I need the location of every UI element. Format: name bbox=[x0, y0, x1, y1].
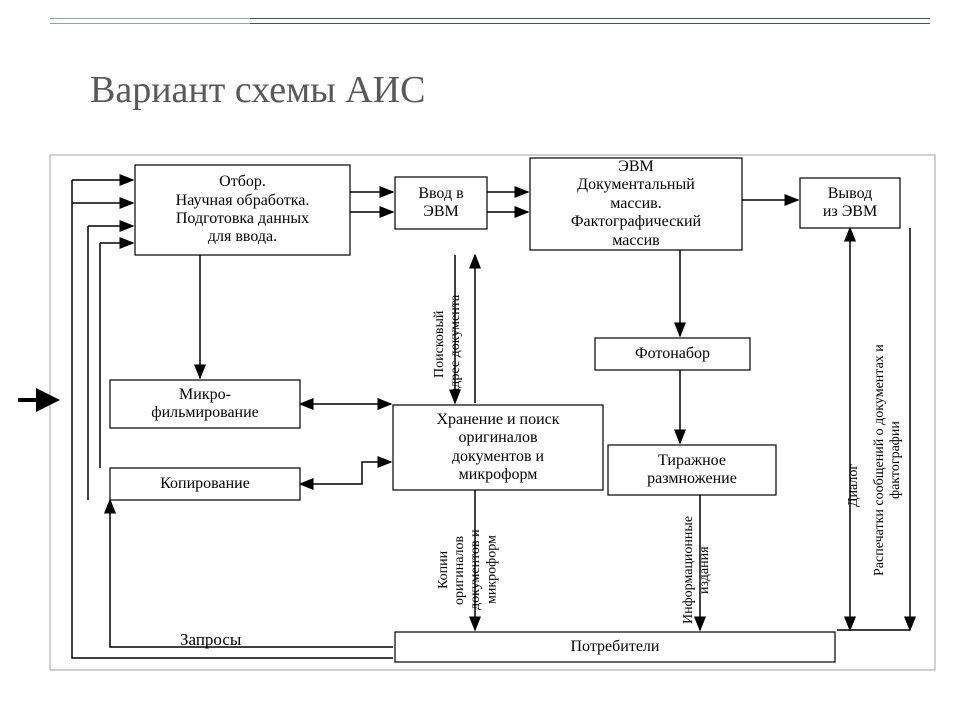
node-label-n5: Микро- фильмирование bbox=[110, 380, 300, 428]
vlabel-v4: Диалог bbox=[846, 400, 862, 570]
node-label-n8: Фотонабор bbox=[595, 338, 750, 370]
slide: { "title": { "text": "Вариант схемы АИС"… bbox=[0, 0, 960, 720]
node-label-n3: ЭВМ Документальный массив. Фактографичес… bbox=[530, 158, 742, 250]
vlabel-v2: Копии оригиналов документов и микроформ bbox=[436, 510, 500, 630]
arrow-21 bbox=[110, 500, 393, 647]
query-label: Запросы bbox=[180, 630, 241, 650]
vlabel-v5: Распечатки сообщений о документах и факт… bbox=[872, 300, 904, 620]
node-label-n2: Ввод в ЭВМ bbox=[395, 177, 487, 229]
node-label-n9: Тиражное размножение bbox=[608, 445, 776, 495]
node-label-n6: Копирование bbox=[110, 468, 300, 500]
arrow-11 bbox=[300, 462, 391, 484]
node-label-n4: Вывод из ЭВМ bbox=[800, 178, 900, 228]
vlabel-v3: Информационные издания bbox=[681, 510, 713, 630]
node-label-n1: Отбор. Научная обработка. Подготовка дан… bbox=[135, 165, 350, 255]
node-label-n10: Потребители bbox=[395, 632, 835, 662]
vlabel-v1: Поисковый адрес документа bbox=[432, 285, 464, 403]
node-label-n7: Хранение и поиск оригиналов документов и… bbox=[393, 405, 603, 490]
